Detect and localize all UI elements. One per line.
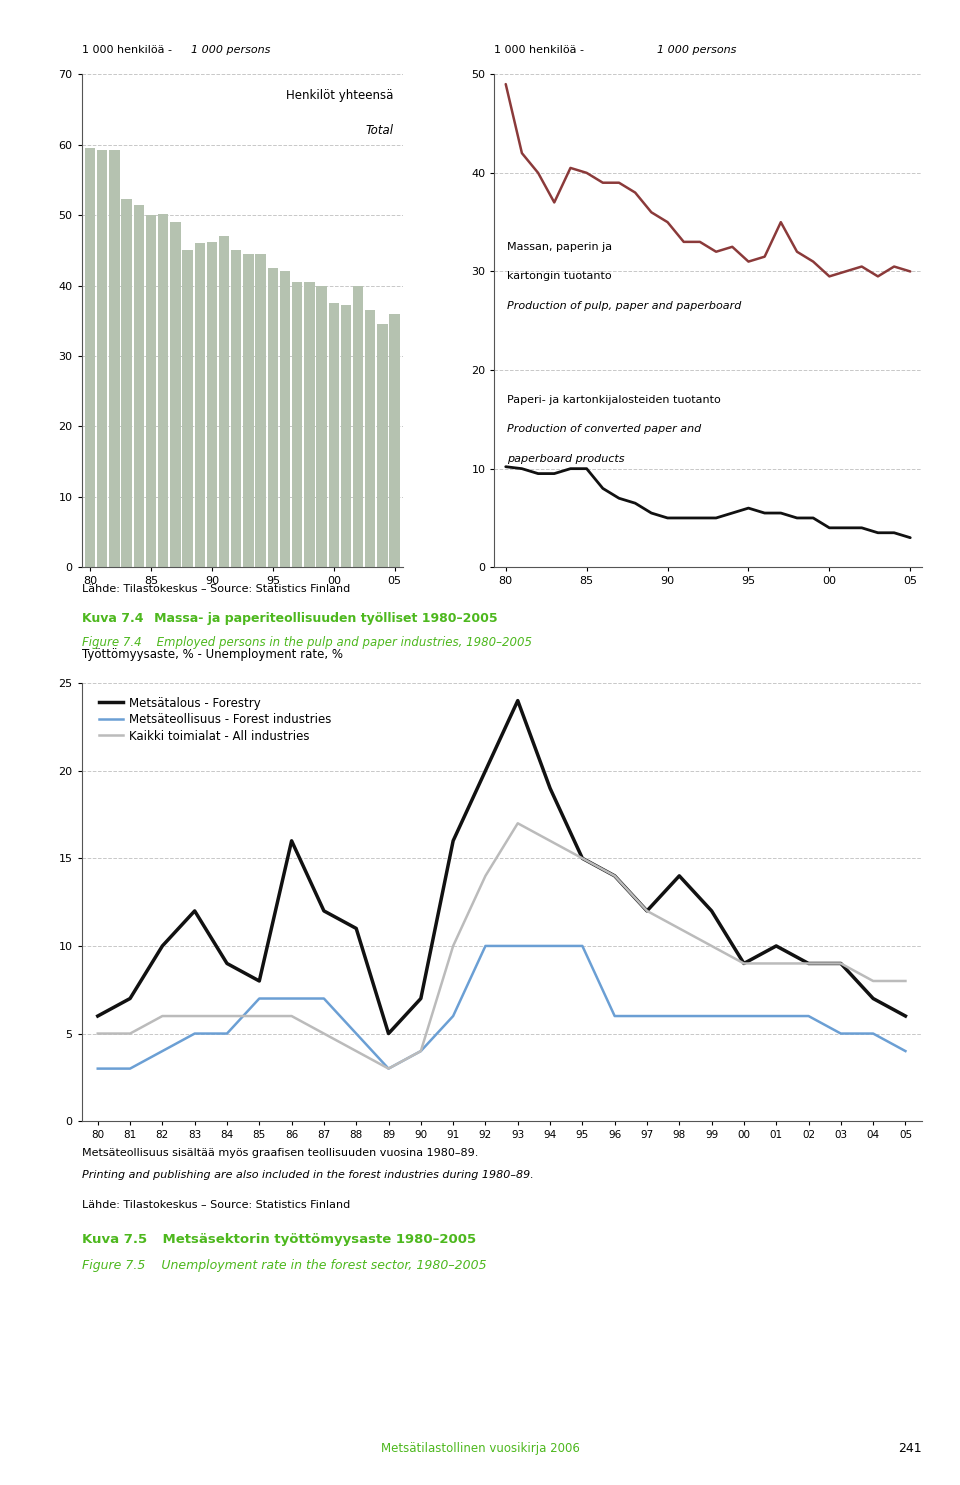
Bar [353, 285, 363, 567]
Text: Kuva 7.5: Kuva 7.5 [82, 1233, 147, 1246]
Bar [97, 150, 108, 567]
Text: Kuva 7.4: Kuva 7.4 [82, 612, 143, 625]
Text: Production of pulp, paper and paperboard: Production of pulp, paper and paperboard [507, 301, 741, 310]
Bar [304, 282, 315, 567]
Bar [243, 254, 253, 567]
Text: 241: 241 [898, 1442, 922, 1455]
Bar [292, 282, 302, 567]
Bar [365, 310, 375, 567]
Bar [206, 242, 217, 567]
Bar [341, 306, 351, 567]
Text: Printing and publishing are also included in the forest industries during 1980–8: Printing and publishing are also include… [82, 1170, 534, 1181]
Text: Massa- ja paperiteollisuuden työlliset 1980–2005: Massa- ja paperiteollisuuden työlliset 1… [141, 612, 497, 625]
Text: 1 000 persons: 1 000 persons [191, 45, 271, 55]
Bar [146, 215, 156, 567]
Text: 1 000 henkilöä -: 1 000 henkilöä - [82, 45, 175, 55]
Text: Lähde: Tilastokeskus – Source: Statistics Finland: Lähde: Tilastokeskus – Source: Statistic… [82, 584, 349, 594]
Text: Figure 7.5    Unemployment rate in the forest sector, 1980–2005: Figure 7.5 Unemployment rate in the fore… [82, 1259, 486, 1273]
Bar [328, 303, 339, 567]
Bar [231, 251, 242, 567]
Bar [133, 205, 144, 567]
Text: Henkilöt yhteensä: Henkilöt yhteensä [286, 89, 394, 102]
Text: paperboard products: paperboard products [507, 454, 625, 463]
Text: Metsäsektorin työttömyysaste 1980–2005: Metsäsektorin työttömyysaste 1980–2005 [144, 1233, 476, 1246]
Text: 1 000 persons: 1 000 persons [657, 45, 736, 55]
Text: Metsätilastollinen vuosikirja 2006: Metsätilastollinen vuosikirja 2006 [380, 1442, 580, 1455]
Text: Lähde: Tilastokeskus – Source: Statistics Finland: Lähde: Tilastokeskus – Source: Statistic… [82, 1200, 349, 1210]
Bar [109, 150, 120, 567]
Bar [195, 244, 204, 567]
Text: 7 Metsäsektorin työvoima: 7 Metsäsektorin työvoima [348, 19, 612, 37]
Bar [84, 148, 95, 567]
Legend: Metsätalous - Forestry, Metsäteollisuus - Forest industries, Kaikki toimialat - : Metsätalous - Forestry, Metsäteollisuus … [96, 693, 335, 747]
Text: Total: Total [366, 123, 394, 137]
Bar [280, 272, 290, 567]
Bar [158, 214, 168, 567]
Bar [255, 254, 266, 567]
Text: Production of converted paper and: Production of converted paper and [507, 425, 702, 434]
Text: Massan, paperin ja: Massan, paperin ja [507, 242, 612, 252]
Bar [377, 324, 388, 567]
Text: kartongin tuotanto: kartongin tuotanto [507, 272, 612, 282]
Text: Metsäteollisuus sisältää myös graafisen teollisuuden vuosina 1980–89.: Metsäteollisuus sisältää myös graafisen … [82, 1148, 478, 1158]
Bar [219, 236, 229, 567]
Text: Työttömyysaste, % - Unemployment rate, %: Työttömyysaste, % - Unemployment rate, % [82, 647, 343, 661]
Bar [122, 199, 132, 567]
Bar [182, 251, 193, 567]
Bar [268, 267, 278, 567]
Text: Figure 7.4    Employed persons in the pulp and paper industries, 1980–2005: Figure 7.4 Employed persons in the pulp … [82, 636, 532, 649]
Bar [317, 285, 326, 567]
Bar [170, 223, 180, 567]
Text: Paperi- ja kartonkijalosteiden tuotanto: Paperi- ja kartonkijalosteiden tuotanto [507, 395, 721, 405]
Bar [390, 313, 400, 567]
Text: 1 000 henkilöä -: 1 000 henkilöä - [494, 45, 588, 55]
